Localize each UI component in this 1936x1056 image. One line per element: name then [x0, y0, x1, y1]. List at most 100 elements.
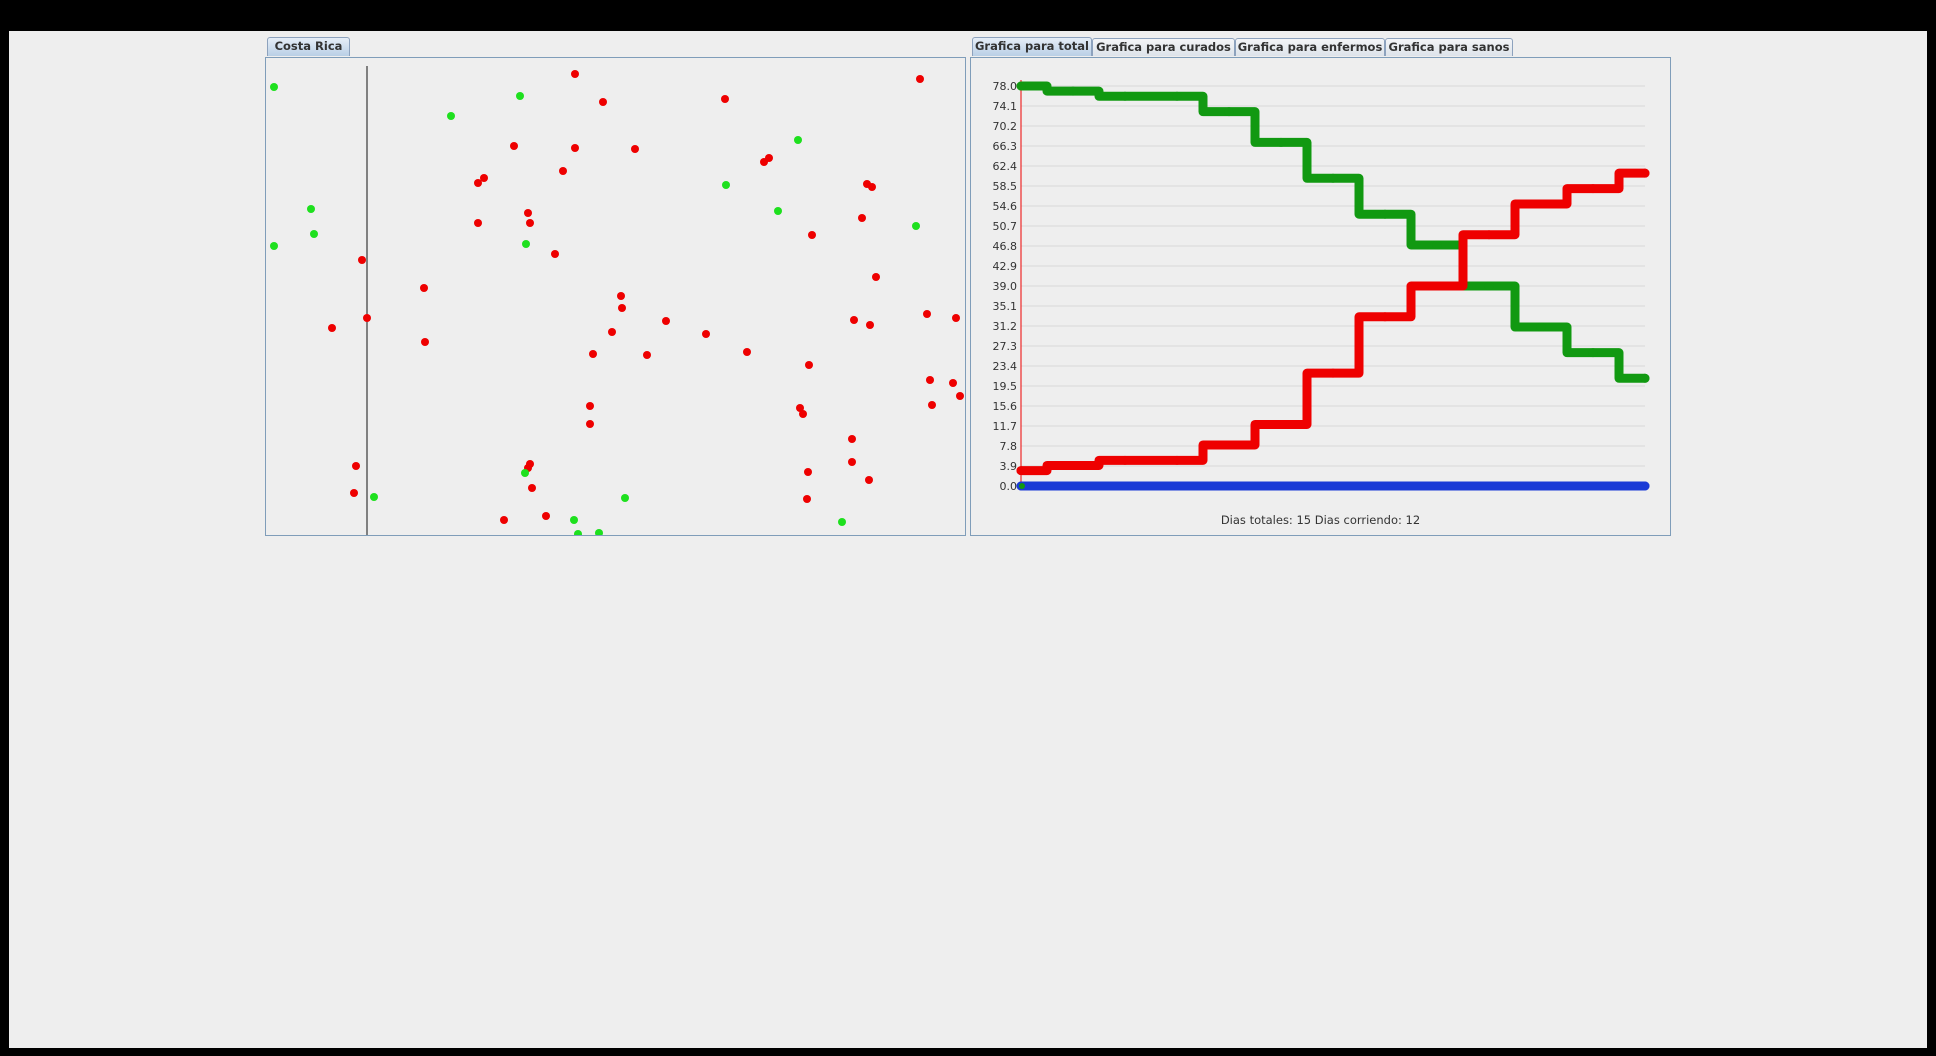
sick-person — [589, 350, 597, 358]
data-point-sanos — [1484, 281, 1494, 291]
y-tick-label: 15.6 — [993, 400, 1018, 413]
data-point-sanos — [1588, 348, 1598, 358]
sick-person — [865, 476, 873, 484]
sick-person — [474, 179, 482, 187]
data-point-enfermos — [1016, 466, 1026, 476]
chart-panel: 0.0 3.9 7.8 11.7 15.6 19.5 23.4 27.3 31.2 35.1 39.… — [970, 57, 1671, 536]
sick-person — [350, 489, 358, 497]
healthy-person — [447, 112, 455, 120]
y-tick-label: 42.9 — [993, 260, 1018, 273]
healthy-person — [912, 222, 920, 230]
sick-person — [586, 402, 594, 410]
data-point-curados — [1536, 481, 1546, 491]
data-point-curados — [1588, 481, 1598, 491]
y-tick-label: 66.3 — [993, 140, 1018, 153]
y-tick-label: 31.2 — [993, 320, 1018, 333]
y-tick-label: 78.0 — [993, 80, 1018, 93]
sick-person — [923, 310, 931, 318]
sick-person — [586, 420, 594, 428]
y-tick-label: 27.3 — [993, 340, 1018, 353]
data-point-curados — [1380, 481, 1390, 491]
y-tick-label: 0.0 — [1000, 480, 1018, 493]
data-point-curados — [1328, 481, 1338, 491]
healthy-person — [370, 493, 378, 501]
data-point-enfermos — [1380, 312, 1390, 322]
sick-person — [631, 145, 639, 153]
data-point-sanos — [1536, 322, 1546, 332]
data-point-enfermos — [1328, 368, 1338, 378]
y-tick-label: 19.5 — [993, 380, 1018, 393]
tab-costa-rica[interactable]: Costa Rica — [267, 37, 350, 56]
data-point-enfermos — [1640, 168, 1650, 178]
sick-person — [952, 314, 960, 322]
tab-grafica-sanos[interactable]: Grafica para sanos — [1385, 38, 1513, 56]
y-tick-label: 11.7 — [993, 420, 1018, 433]
sick-person — [868, 183, 876, 191]
data-point-enfermos — [1484, 230, 1494, 240]
data-point-sanos — [1276, 137, 1286, 147]
sick-person — [850, 316, 858, 324]
data-point-enfermos — [1224, 440, 1234, 450]
sick-person — [796, 404, 804, 412]
data-point-sanos — [1380, 209, 1390, 219]
sick-person — [926, 376, 934, 384]
sick-person — [916, 75, 924, 83]
tab-grafica-total[interactable]: Grafica para total — [972, 37, 1092, 56]
sick-person — [559, 167, 567, 175]
y-tick-label: 46.8 — [993, 240, 1018, 253]
healthy-person — [570, 516, 578, 524]
healthy-person — [838, 518, 846, 526]
y-tick-label: 70.2 — [993, 120, 1018, 133]
y-tick-label: 35.1 — [993, 300, 1018, 313]
sick-person — [848, 435, 856, 443]
tab-grafica-curados[interactable]: Grafica para curados — [1092, 38, 1235, 56]
y-tick-label: 39.0 — [993, 280, 1018, 293]
sick-person — [949, 379, 957, 387]
sick-person — [526, 219, 534, 227]
data-point-sanos — [1068, 86, 1078, 96]
data-point-enfermos — [1536, 199, 1546, 209]
series-line-sanos — [1016, 81, 1650, 383]
healthy-person — [621, 494, 629, 502]
sick-person — [500, 516, 508, 524]
healthy-person — [270, 242, 278, 250]
sick-person — [480, 174, 488, 182]
sick-person — [928, 401, 936, 409]
left-tabstrip: Costa Rica — [266, 37, 966, 57]
sick-person — [760, 158, 768, 166]
sick-person — [474, 219, 482, 227]
data-point-curados — [1224, 481, 1234, 491]
sick-person — [721, 95, 729, 103]
sick-person — [872, 273, 880, 281]
data-point-curados — [1432, 481, 1442, 491]
sick-person — [528, 484, 536, 492]
sick-person — [599, 98, 607, 106]
data-point-curados — [1068, 481, 1078, 491]
y-tick-label: 3.9 — [1000, 460, 1018, 473]
origin-marker — [1019, 483, 1025, 489]
y-tick-label: 23.4 — [993, 360, 1018, 373]
sick-person — [643, 351, 651, 359]
data-point-curados — [1276, 481, 1286, 491]
y-tick-label: 50.7 — [993, 220, 1018, 233]
healthy-person — [595, 529, 603, 535]
sick-person — [510, 142, 518, 150]
sick-person — [804, 468, 812, 476]
y-tick-label: 62.4 — [993, 160, 1018, 173]
data-point-enfermos — [1172, 455, 1182, 465]
data-point-sanos — [1016, 81, 1026, 91]
healthy-person — [774, 207, 782, 215]
data-point-enfermos — [1120, 455, 1130, 465]
healthy-person — [522, 240, 530, 248]
data-point-sanos — [1328, 173, 1338, 183]
data-point-sanos — [1640, 373, 1650, 383]
sick-person — [617, 292, 625, 300]
data-point-sanos — [1224, 107, 1234, 117]
healthy-person — [574, 530, 582, 535]
sick-person — [808, 231, 816, 239]
tab-grafica-enfermos[interactable]: Grafica para enfermos — [1235, 38, 1385, 56]
data-point-curados — [1640, 481, 1650, 491]
y-tick-label: 7.8 — [1000, 440, 1018, 453]
sick-person — [363, 314, 371, 322]
sick-person — [866, 321, 874, 329]
